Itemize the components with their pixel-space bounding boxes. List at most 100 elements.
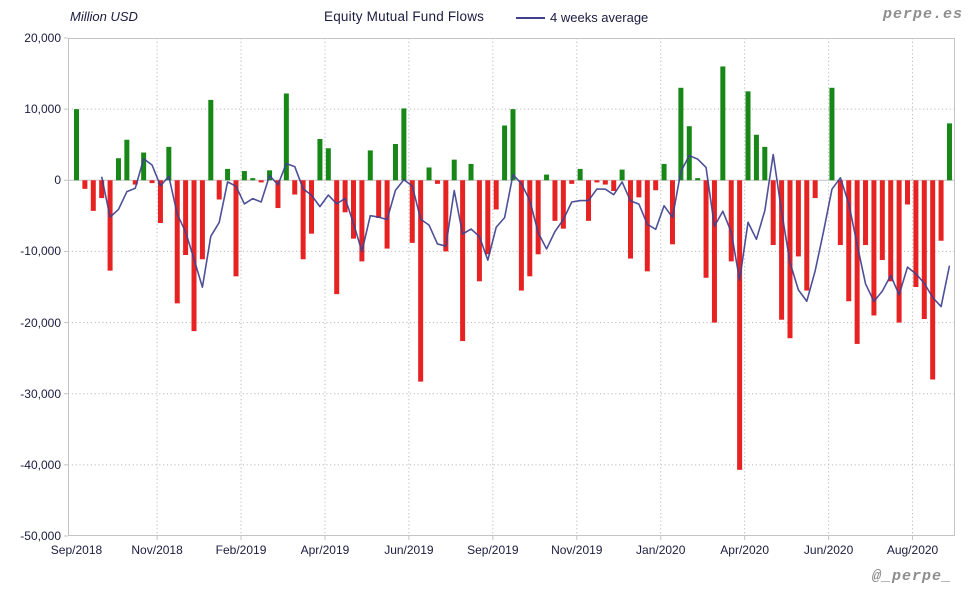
flow-bar-positive <box>686 126 692 181</box>
flow-bar-negative <box>552 180 558 221</box>
flow-bar-negative <box>82 180 88 189</box>
flow-bar-negative <box>560 180 566 229</box>
plot-border <box>68 38 955 536</box>
x-tick-label: Sep/2018 <box>50 543 103 557</box>
flow-bar-positive <box>392 144 398 181</box>
flow-bar-negative <box>460 180 466 342</box>
flow-bar-negative <box>157 180 163 223</box>
flow-bar-negative <box>879 180 885 260</box>
flow-bar-negative <box>896 180 902 323</box>
flow-bar-positive <box>762 146 768 181</box>
flow-bar-negative <box>275 180 281 209</box>
flow-bar-positive <box>753 134 759 181</box>
flow-bar-negative <box>644 180 650 272</box>
flow-bar-negative <box>913 180 919 287</box>
flow-bar-negative <box>888 180 894 282</box>
flow-bar-negative <box>871 180 877 316</box>
flow-bar-negative <box>107 180 113 271</box>
flow-bar-negative <box>443 180 449 252</box>
flow-bar-negative <box>594 180 600 183</box>
flow-bar-negative <box>199 180 205 260</box>
flow-bar-negative <box>653 180 659 191</box>
flow-bar-negative <box>905 180 911 205</box>
flow-bar-negative <box>602 180 608 185</box>
flow-bar-negative <box>770 180 776 246</box>
flow-bar-negative <box>216 180 222 200</box>
flow-bar-negative <box>518 180 524 291</box>
flow-bar-negative <box>527 180 533 277</box>
flow-bar-negative <box>476 180 482 282</box>
flow-bar-negative <box>737 180 743 470</box>
y-tick-label: 20,000 <box>24 31 61 45</box>
flow-bar-negative <box>409 180 415 243</box>
flow-bar-negative <box>418 180 424 382</box>
flow-bar-negative <box>863 180 869 246</box>
flow-bar-negative <box>300 180 306 260</box>
flow-bar-negative <box>359 180 365 262</box>
y-tick-label: -20,000 <box>20 315 61 330</box>
x-tick-label: Aug/2020 <box>886 543 939 557</box>
y-tick-label: -40,000 <box>20 457 61 472</box>
flow-bar-negative <box>258 180 264 183</box>
flow-bar-negative <box>183 180 189 255</box>
legend: 4 weeks average <box>516 9 648 26</box>
flow-bar-negative <box>636 180 642 198</box>
flow-bar-negative <box>921 180 927 320</box>
flow-bar-negative <box>334 180 340 295</box>
flow-bar-negative <box>812 180 818 199</box>
flow-bar-positive <box>678 87 684 181</box>
x-tick-label: Nov/2018 <box>131 543 183 557</box>
watermark-twitter-handle: @_perpe_ <box>871 568 952 585</box>
flow-bar-negative <box>342 180 348 213</box>
flow-bar-negative <box>846 180 852 302</box>
flow-bar-negative <box>711 180 717 323</box>
flow-bar-negative <box>611 180 617 191</box>
flow-bar-negative <box>493 180 499 210</box>
four-week-average-line <box>100 153 951 308</box>
legend-label: 4 weeks average <box>550 10 649 25</box>
y-tick-label: -10,000 <box>20 244 61 259</box>
x-tick-label: Jan/2020 <box>636 543 686 557</box>
flow-bar-positive <box>317 139 323 181</box>
flow-bar-positive <box>426 167 432 181</box>
x-tick-label: Apr/2020 <box>720 543 769 557</box>
flow-bar-negative <box>351 180 356 239</box>
flow-bar-negative <box>795 180 801 257</box>
chart-title: Equity Mutual Fund Flows <box>324 9 485 24</box>
flow-bar-negative <box>779 180 785 320</box>
flow-bar-negative <box>309 180 315 234</box>
chart-svg <box>64 37 955 540</box>
flow-bar-negative <box>191 180 197 332</box>
flow-bar-negative <box>569 180 575 184</box>
flow-bar-negative <box>90 180 96 211</box>
flow-bar-negative <box>292 180 298 195</box>
flow-bar-negative <box>804 180 810 291</box>
flow-bar-negative <box>149 180 155 184</box>
flow-bar-negative <box>728 180 734 262</box>
x-tick-label: Jun/2020 <box>803 543 854 557</box>
flow-bar-negative <box>854 180 860 344</box>
flow-bar-positive <box>829 87 835 181</box>
flow-bar-positive <box>241 171 247 181</box>
average-line-swatch-icon <box>516 16 545 19</box>
y-axis-unit-label: Million USD <box>70 9 138 24</box>
flow-bar-negative <box>930 180 936 380</box>
flow-bar-negative <box>132 180 138 185</box>
chart-plot-area <box>64 37 955 540</box>
flow-bar-positive <box>661 163 667 181</box>
flow-bar-positive <box>250 178 256 181</box>
y-tick-label: 10,000 <box>24 102 61 117</box>
flow-bar-positive <box>451 159 457 181</box>
x-tick-label: Sep/2019 <box>467 543 519 557</box>
flow-bar-positive <box>325 148 331 181</box>
flow-bar-positive <box>74 109 79 181</box>
y-tick-label: -30,000 <box>20 386 61 401</box>
flow-bar-negative <box>669 180 675 245</box>
flow-bar-negative <box>384 180 390 249</box>
flow-bar-positive <box>166 146 172 181</box>
flow-bar-positive <box>544 174 550 181</box>
flow-bar-negative <box>233 180 239 277</box>
flow-bar-positive <box>141 152 147 181</box>
x-tick-label: Jun/2019 <box>384 543 434 557</box>
